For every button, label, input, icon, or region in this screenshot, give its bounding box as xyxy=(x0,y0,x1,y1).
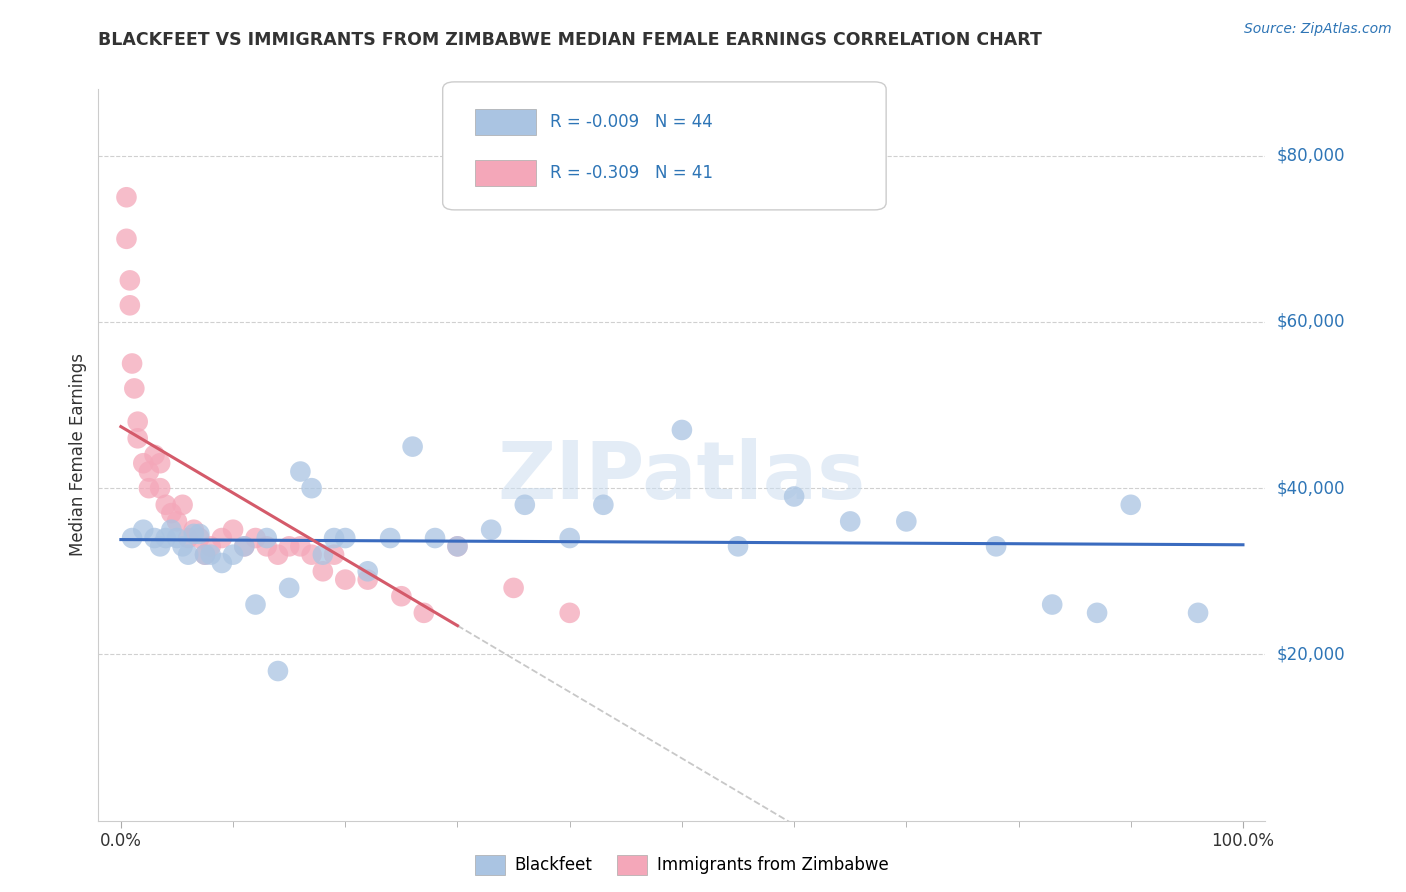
Point xyxy=(783,490,806,504)
Text: $80,000: $80,000 xyxy=(1277,146,1346,165)
Point xyxy=(592,498,614,512)
Point xyxy=(160,523,183,537)
Point xyxy=(160,506,183,520)
Point xyxy=(115,190,138,204)
Point xyxy=(194,548,217,562)
Point xyxy=(1119,498,1142,512)
Point xyxy=(446,539,468,553)
Text: R = -0.009   N = 44: R = -0.009 N = 44 xyxy=(550,113,713,131)
Bar xyxy=(475,161,536,186)
FancyBboxPatch shape xyxy=(443,82,886,210)
Point xyxy=(839,515,862,529)
Point xyxy=(177,531,200,545)
Point xyxy=(412,606,434,620)
Point xyxy=(896,515,918,529)
Point xyxy=(233,539,256,553)
Point xyxy=(245,531,267,545)
Point xyxy=(166,515,188,529)
Point xyxy=(301,548,323,562)
Point xyxy=(222,523,245,537)
Point xyxy=(267,664,290,678)
Point xyxy=(121,357,143,371)
Text: $40,000: $40,000 xyxy=(1277,479,1346,497)
Point xyxy=(290,539,312,553)
Point xyxy=(172,539,194,553)
Point xyxy=(233,539,256,553)
Point xyxy=(389,589,412,603)
Point xyxy=(132,456,155,470)
Point xyxy=(172,498,194,512)
Point xyxy=(290,465,312,479)
Point xyxy=(558,606,581,620)
Point xyxy=(149,481,172,495)
Point xyxy=(149,456,172,470)
Point xyxy=(149,539,172,553)
Point xyxy=(323,548,346,562)
Point xyxy=(183,527,205,541)
Point xyxy=(357,564,380,578)
Point xyxy=(267,548,290,562)
Point xyxy=(401,440,423,454)
Point xyxy=(357,573,380,587)
Point xyxy=(177,548,200,562)
Point xyxy=(984,539,1007,553)
Point xyxy=(479,523,502,537)
Y-axis label: Median Female Earnings: Median Female Earnings xyxy=(69,353,87,557)
Point xyxy=(671,423,693,437)
Point xyxy=(166,531,188,545)
Point xyxy=(194,548,217,562)
Bar xyxy=(475,109,536,136)
Point xyxy=(124,381,146,395)
Point xyxy=(127,431,149,445)
Point xyxy=(188,527,211,541)
Point xyxy=(727,539,749,553)
Point xyxy=(278,581,301,595)
Point xyxy=(256,531,278,545)
Point xyxy=(335,573,357,587)
Point xyxy=(446,539,468,553)
Point xyxy=(200,539,222,553)
Point xyxy=(558,531,581,545)
Point xyxy=(502,581,524,595)
Point xyxy=(1085,606,1108,620)
Point xyxy=(143,448,166,462)
Point xyxy=(312,564,335,578)
Point xyxy=(301,481,323,495)
Point xyxy=(127,415,149,429)
Point xyxy=(138,481,160,495)
Point xyxy=(115,232,138,246)
Text: $60,000: $60,000 xyxy=(1277,313,1346,331)
Text: R = -0.309   N = 41: R = -0.309 N = 41 xyxy=(550,164,713,182)
Text: BLACKFEET VS IMMIGRANTS FROM ZIMBABWE MEDIAN FEMALE EARNINGS CORRELATION CHART: BLACKFEET VS IMMIGRANTS FROM ZIMBABWE ME… xyxy=(98,31,1042,49)
Point xyxy=(132,523,155,537)
Point xyxy=(155,498,177,512)
Text: ZIPatlas: ZIPatlas xyxy=(498,438,866,516)
Point xyxy=(245,598,267,612)
Point xyxy=(335,531,357,545)
Text: Source: ZipAtlas.com: Source: ZipAtlas.com xyxy=(1244,22,1392,37)
Point xyxy=(211,556,233,570)
Point xyxy=(222,548,245,562)
Text: $20,000: $20,000 xyxy=(1277,646,1346,664)
Point xyxy=(423,531,446,545)
Point xyxy=(513,498,536,512)
Point xyxy=(1187,606,1209,620)
Point xyxy=(155,531,177,545)
Point xyxy=(143,531,166,545)
Point xyxy=(121,531,143,545)
Point xyxy=(200,548,222,562)
Point xyxy=(138,465,160,479)
Point xyxy=(312,548,335,562)
Point xyxy=(211,531,233,545)
Point xyxy=(256,539,278,553)
Point xyxy=(278,539,301,553)
Point xyxy=(118,298,141,312)
Point xyxy=(188,531,211,545)
Legend: Blackfeet, Immigrants from Zimbabwe: Blackfeet, Immigrants from Zimbabwe xyxy=(468,848,896,882)
Point xyxy=(378,531,402,545)
Point xyxy=(1040,598,1063,612)
Point xyxy=(118,273,141,287)
Point xyxy=(323,531,346,545)
Point xyxy=(183,523,205,537)
